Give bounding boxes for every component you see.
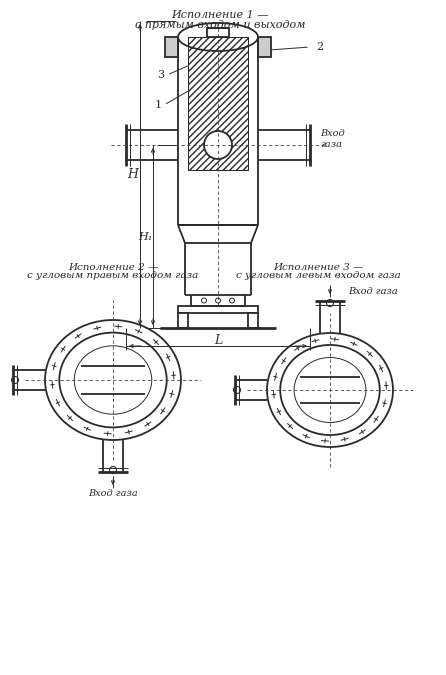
- Bar: [188, 37, 248, 170]
- Text: с прямым входом и выходом: с прямым входом и выходом: [135, 20, 305, 30]
- Bar: [178, 306, 258, 313]
- Text: L: L: [214, 333, 222, 346]
- Text: Вход газа: Вход газа: [88, 489, 138, 499]
- Circle shape: [204, 131, 232, 159]
- Text: с угловым правым входом газа: с угловым правым входом газа: [27, 271, 198, 281]
- Text: Вход
газа: Вход газа: [320, 130, 345, 148]
- Ellipse shape: [178, 23, 258, 51]
- Bar: [165, 37, 178, 57]
- Text: 2: 2: [317, 42, 323, 52]
- Bar: [207, 28, 229, 37]
- Bar: [248, 313, 258, 328]
- Text: с угловым левым входом газа: с угловым левым входом газа: [235, 271, 401, 281]
- Text: Исполнение 1 —: Исполнение 1 —: [171, 10, 268, 20]
- Text: H: H: [128, 168, 138, 181]
- Text: 3: 3: [157, 70, 165, 80]
- Bar: [188, 37, 248, 170]
- Text: 1: 1: [154, 100, 161, 110]
- Bar: [258, 37, 271, 57]
- Text: Вход газа: Вход газа: [348, 286, 398, 296]
- Bar: [178, 313, 188, 328]
- Text: Исполнение 2 —: Исполнение 2 —: [68, 263, 158, 271]
- Text: H₁: H₁: [138, 232, 152, 242]
- Text: Исполнение 3 —: Исполнение 3 —: [273, 263, 363, 271]
